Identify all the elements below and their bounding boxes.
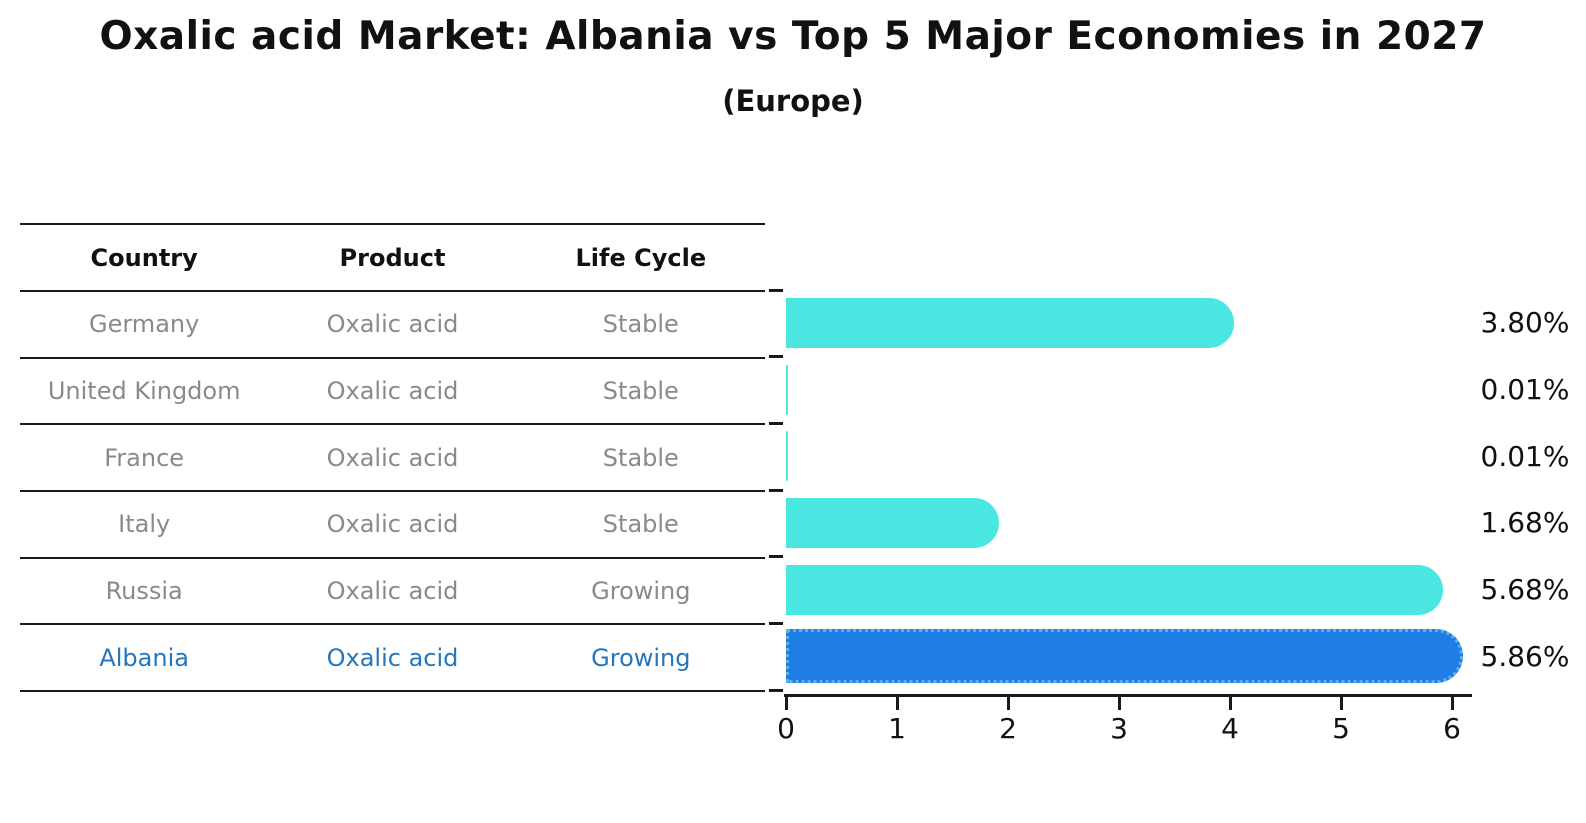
table-header-row: Country Product Life Cycle	[20, 223, 765, 292]
col-header-lifecycle: Life Cycle	[575, 243, 707, 272]
x-axis-tick-label: 4	[1221, 712, 1239, 745]
table-cell-life-cycle: Growing	[591, 643, 691, 672]
value-label: 5.68%	[1480, 573, 1570, 606]
y-axis-tick	[769, 555, 783, 559]
y-axis-tick	[769, 688, 783, 692]
y-axis-tick	[769, 488, 783, 492]
chart-title: Oxalic acid Market: Albania vs Top 5 Maj…	[99, 14, 1487, 59]
y-axis-tick	[769, 621, 783, 625]
bar-albania	[786, 629, 1464, 684]
value-label: 5.86%	[1480, 639, 1570, 673]
x-axis-tick	[1117, 697, 1121, 710]
value-label: 3.80%	[1480, 306, 1570, 340]
bar-russia	[786, 564, 1444, 615]
y-axis-tick	[769, 421, 783, 425]
table-cell-life-cycle: Stable	[602, 310, 679, 339]
table-body: Germany Oxalic acid Stable United Kingdom Ox…	[20, 292, 765, 693]
x-axis-tick	[1006, 697, 1010, 710]
table-cell-country: Germany	[89, 310, 200, 339]
table-cell-product: Oxalic acid	[326, 577, 459, 606]
value-label: 0.01%	[1480, 373, 1570, 406]
value-label: 0.01%	[1480, 439, 1570, 473]
x-axis-tick	[1228, 697, 1232, 710]
col-header-country: Country	[90, 243, 198, 272]
table-cell-product: Oxalic acid	[326, 443, 459, 472]
x-axis-tick	[1450, 697, 1454, 710]
x-axis-tick-label: 0	[777, 712, 795, 745]
table-cell-product: Oxalic acid	[326, 643, 459, 672]
table-cell-product: Oxalic acid	[326, 310, 459, 339]
bar-italy	[786, 498, 999, 548]
value-label: 1.68%	[1480, 506, 1570, 540]
summary-table: Country Product Life Cycle Germany Oxalic…	[20, 223, 765, 693]
col-header-product: Product	[339, 243, 446, 272]
y-axis-tick	[769, 355, 783, 359]
table-row: United Kingdom Oxalic acid Stable	[20, 359, 765, 426]
table-row: Russia Oxalic acid Growing	[20, 559, 765, 626]
table-cell-product: Oxalic acid	[326, 377, 459, 406]
table-cell-country: Italy	[118, 510, 171, 539]
table-cell-product: Oxalic acid	[326, 510, 459, 539]
bar-germany	[786, 298, 1235, 348]
table-row: Germany Oxalic acid Stable	[20, 292, 765, 359]
x-axis-tick-label: 5	[1332, 712, 1350, 745]
x-axis-tick	[1339, 697, 1343, 710]
table-cell-country: United Kingdom	[47, 377, 241, 406]
x-axis-line	[784, 694, 1472, 697]
table-cell-country: Russia	[105, 577, 183, 606]
x-axis-tick	[895, 697, 899, 710]
x-axis-tick-label: 2	[999, 712, 1017, 745]
table-cell-country: France	[104, 443, 185, 472]
x-axis-tick-label: 1	[888, 712, 906, 745]
table-cell-life-cycle: Stable	[602, 510, 679, 539]
table-row: Albania Oxalic acid Growing	[20, 625, 765, 693]
table-cell-country: Albania	[99, 643, 189, 672]
x-axis-tick	[784, 697, 788, 710]
table-cell-life-cycle: Stable	[602, 443, 679, 472]
table-cell-life-cycle: Stable	[602, 377, 679, 406]
table-row: Italy Oxalic acid Stable	[20, 492, 765, 559]
chart-subtitle: (Europe)	[722, 84, 864, 118]
x-axis-tick-label: 3	[1110, 712, 1128, 745]
table-row: France Oxalic acid Stable	[20, 425, 765, 493]
plot-area: 3.80% 0.01% 0.01% 1.68% 5.68% 5.86%	[769, 288, 1569, 692]
y-axis-tick	[769, 288, 783, 292]
x-axis-tick-label: 6	[1443, 712, 1461, 745]
bar-united-kingdom	[786, 364, 788, 415]
table-cell-life-cycle: Growing	[591, 577, 691, 606]
bar-france	[786, 431, 788, 482]
